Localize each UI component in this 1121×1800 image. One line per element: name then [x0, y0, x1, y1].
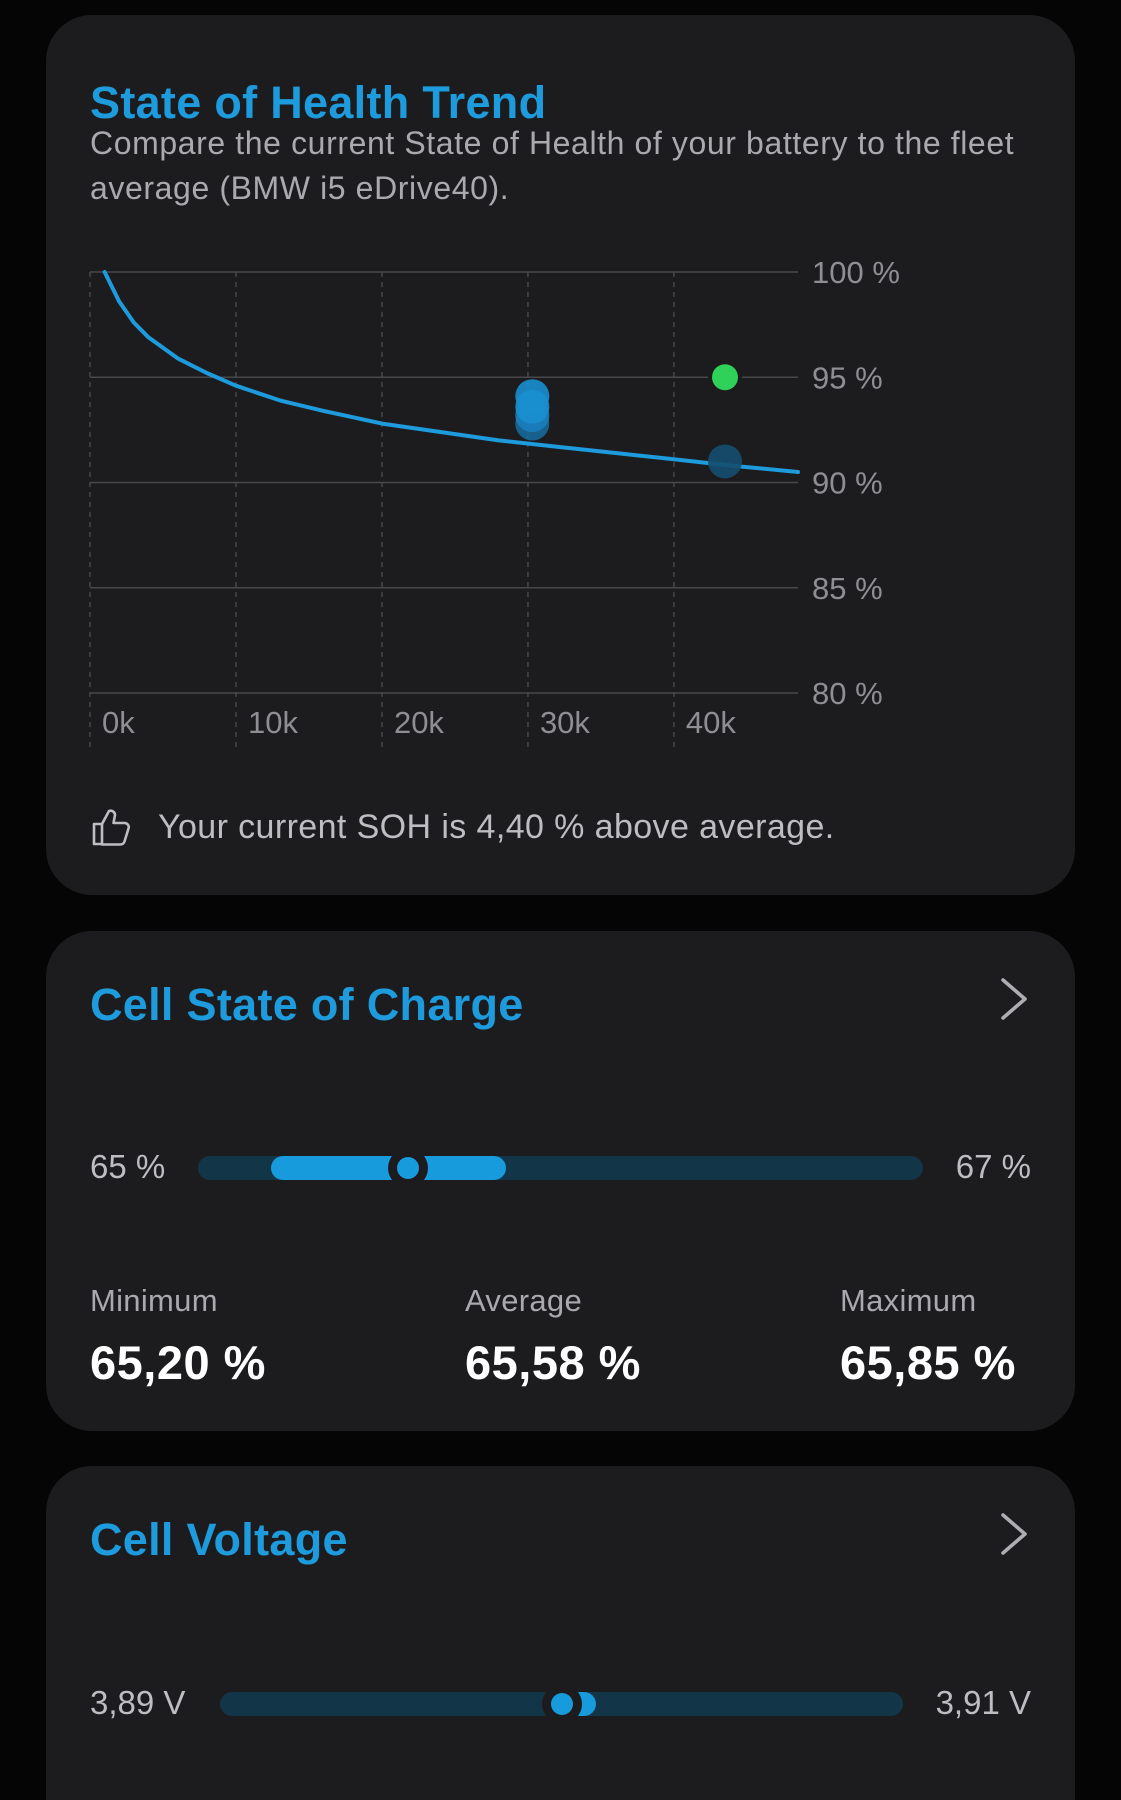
voltage-range-max: 3,91 V [935, 1684, 1031, 1721]
soc-average-dot [397, 1157, 420, 1179]
stat-average-label: Average [465, 1283, 583, 1318]
chevron-right-icon[interactable] [997, 976, 1031, 1022]
soc-range-max: 67 % [955, 1148, 1031, 1185]
x-tick-label: 30k [540, 705, 590, 740]
chart-labels: 100 % 95 % 90 % 85 % 80 % 0k 10k 20k 30k 40k [102, 255, 900, 740]
stat-minimum: Minimum 65,20 % [90, 1283, 266, 1390]
soh-card-description: Compare the current State of Health of y… [90, 125, 1015, 206]
soc-range-bar: 65 % 67 % [90, 1147, 1031, 1188]
chart-points [515, 360, 743, 479]
voltage-track [220, 1684, 903, 1724]
voltage-range-bar: 3,89 V 3,91 V [90, 1683, 1031, 1724]
fleet-data-point [515, 379, 550, 414]
y-tick-label: 80 % [812, 676, 883, 711]
voltage-average-marker [541, 1684, 582, 1724]
chevron-right-icon[interactable] [997, 1511, 1031, 1557]
soc-range-min: 65 % [90, 1148, 166, 1185]
soh-insight-text: Your current SOH is 4,40 % above average… [158, 807, 835, 846]
soh-trend-card: State of Health Trend Compare the curren… [46, 15, 1075, 895]
voltage-card-title: Cell Voltage [90, 1514, 348, 1565]
stat-maximum: Maximum 65,85 % [840, 1283, 1016, 1390]
soh-insight: Your current SOH is 4,40 % above average… [90, 805, 835, 849]
cell-voltage-card[interactable]: Cell Voltage 3,89 V 3,91 V [46, 1466, 1075, 1800]
stat-average: Average 65,58 % [465, 1283, 641, 1390]
current-soh-point [712, 364, 739, 391]
stat-minimum-value: 65,20 % [90, 1336, 266, 1389]
chart-grid [89, 271, 798, 748]
soc-track [198, 1148, 923, 1188]
soc-average-marker [388, 1148, 429, 1188]
y-tick-label: 95 % [812, 360, 883, 395]
fleet-data-point [708, 444, 743, 479]
chart-series [102, 270, 800, 474]
x-tick-label: 20k [394, 705, 444, 740]
voltage-average-dot [550, 1693, 573, 1715]
soh-chart: 100 % 95 % 90 % 85 % 80 % 0k 10k 20k 30k 40k [89, 255, 900, 748]
x-tick-label: 40k [686, 705, 736, 740]
x-tick-label: 0k [102, 705, 135, 740]
fleet-average-line [102, 270, 800, 474]
stat-maximum-value: 65,85 % [840, 1336, 1016, 1389]
thumbs-up-icon [92, 809, 131, 846]
y-tick-label: 90 % [812, 466, 883, 501]
soh-card-title: State of Health Trend [90, 77, 547, 128]
x-tick-label: 10k [248, 705, 298, 740]
voltage-range-min: 3,89 V [90, 1684, 186, 1721]
stat-minimum-label: Minimum [90, 1283, 218, 1318]
stat-average-value: 65,58 % [465, 1336, 641, 1389]
cell-soc-card[interactable]: Cell State of Charge 65 % 67 % Minimum 6… [46, 931, 1075, 1431]
soc-stats: Minimum 65,20 % Average 65,58 % Maximum … [90, 1283, 1031, 1389]
stat-maximum-label: Maximum [840, 1283, 977, 1318]
y-tick-label: 85 % [812, 571, 883, 606]
soc-card-title: Cell State of Charge [90, 979, 524, 1030]
y-tick-label: 100 % [812, 255, 900, 290]
